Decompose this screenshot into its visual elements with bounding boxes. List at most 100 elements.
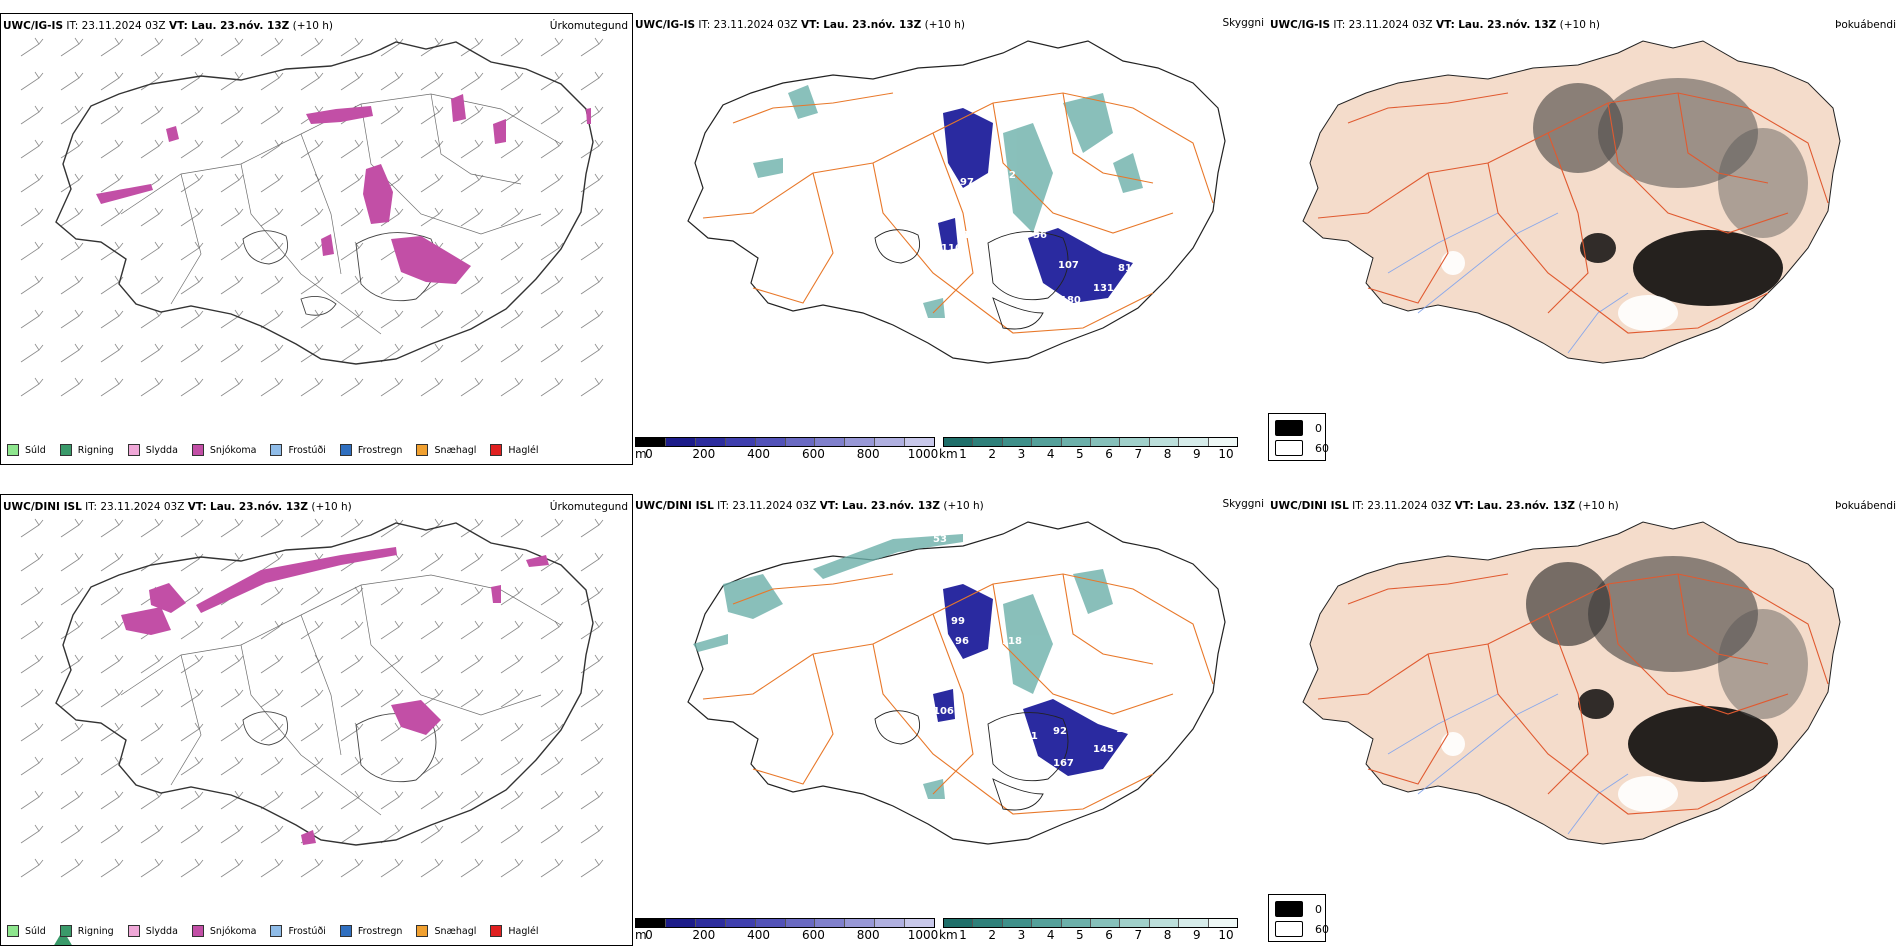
wind-barb (580, 756, 604, 776)
iceland-coastline (55, 41, 594, 365)
vis-km-unit: km (939, 447, 958, 461)
wind-barb (220, 71, 244, 91)
wind-barb (60, 71, 84, 91)
wind-barb (220, 207, 244, 227)
vis-value: 81 (1118, 263, 1132, 274)
wind-barb (140, 824, 164, 844)
wind-barb (500, 824, 524, 844)
wind-barb (100, 722, 124, 742)
wind-barb (60, 790, 84, 810)
wind-barb (540, 858, 564, 878)
wind-barb (100, 552, 124, 572)
wind-barb (60, 688, 84, 708)
wind-barb (580, 518, 604, 538)
colorbar-tick: 5 (1076, 447, 1084, 461)
wind-barb (100, 790, 124, 810)
fog-dark-areas (1441, 556, 1808, 812)
wind-barb (380, 139, 404, 159)
wind-barb (220, 275, 244, 295)
vt-label: VT: (168, 20, 188, 32)
vt-value: Lau. 23.nóv. 13Z (823, 19, 922, 31)
colorbar-tick: 200 (692, 447, 716, 461)
wind-barb (300, 722, 324, 742)
colorbar-tick: 10 (1218, 928, 1234, 942)
colorbar-segment (1002, 438, 1033, 446)
wind-barb (180, 139, 204, 159)
wind-barb (60, 173, 84, 193)
wind-barb (300, 654, 324, 674)
wind-barb (60, 756, 84, 776)
it-label: IT: (85, 501, 98, 513)
wind-barb (100, 241, 124, 261)
wind-barb (580, 552, 604, 572)
wind-barb (220, 688, 244, 708)
wind-barb (340, 207, 364, 227)
model-name: UWC/IG-IS (1270, 19, 1331, 31)
wind-barb (60, 620, 84, 640)
wind-barb (500, 139, 524, 159)
fog-panel-row1: UWC/IG-IS IT: 23.11.2024 03Z VT: Lau. 23… (1268, 13, 1900, 465)
wind-barb (140, 722, 164, 742)
fog-panel-row2: UWC/DINI ISL IT: 23.11.2024 03Z VT: Lau.… (1268, 494, 1900, 946)
panel-header: UWC/DINI ISL IT: 23.11.2024 03Z VT: Lau.… (635, 500, 984, 512)
wind-barb (300, 790, 324, 810)
it-label: IT: (698, 19, 711, 31)
vt-label: VT: (1435, 19, 1455, 31)
colorbar-segment (845, 438, 876, 446)
vis-value: 53 (1033, 691, 1047, 702)
legend-item: Rigning (59, 925, 114, 937)
legend-item: Frostúði (270, 925, 326, 937)
wind-barb (580, 586, 604, 606)
legend-swatch (490, 444, 503, 456)
wind-barb (140, 207, 164, 227)
vt-label: VT: (800, 19, 820, 31)
fog-area (1598, 78, 1758, 188)
model-name: UWC/DINI ISL (1270, 500, 1349, 512)
wind-barb (500, 105, 524, 125)
wind-barb (180, 71, 204, 91)
colorbar-segment (875, 919, 906, 927)
colorbar-segment (785, 438, 816, 446)
wind-barb (300, 586, 324, 606)
vis-value: 142 (995, 170, 1016, 181)
precip-legend: Súld Rigning Slydda Snjókoma Frostúði Fr… (7, 925, 539, 937)
colorbar-segment (1208, 919, 1238, 927)
wind-barb (300, 858, 324, 878)
wind-barb (260, 139, 284, 159)
wind-barb (260, 586, 284, 606)
panel-title: Úrkomutegund (549, 20, 628, 32)
wind-barb (580, 654, 604, 674)
wind-barb (220, 37, 244, 57)
wind-barb (180, 586, 204, 606)
wind-barb (220, 377, 244, 397)
vis-value: 18 (1008, 636, 1022, 647)
wind-barb (100, 586, 124, 606)
wind-barb (380, 620, 404, 640)
snow-areas (121, 547, 549, 845)
vis-value: 92 (1053, 726, 1067, 737)
wind-barb (20, 552, 44, 572)
colorbar-segment (665, 919, 696, 927)
wind-barb (140, 654, 164, 674)
wind-barb (260, 722, 284, 742)
wind-barb (380, 824, 404, 844)
precip-type-map-row2 (20, 518, 604, 945)
it-label: IT: (66, 20, 79, 32)
wind-barbs (20, 37, 604, 397)
legend-label: Frostregn (357, 925, 403, 937)
wind-barb (60, 824, 84, 844)
colorbar-segment (1032, 919, 1062, 927)
legend-label: Súld (25, 444, 46, 456)
legend-swatch (127, 925, 140, 937)
wind-barb (260, 275, 284, 295)
wind-barb (540, 139, 564, 159)
wind-barb (420, 552, 444, 572)
wind-barb (60, 654, 84, 674)
road-network (1317, 573, 1829, 815)
wind-barb (460, 139, 484, 159)
wind-barb (500, 518, 524, 538)
wind-barb (180, 275, 204, 295)
legend-swatch (127, 444, 140, 456)
vt-value: Lau. 23.nóv. 13Z (1458, 19, 1557, 31)
wind-barb (500, 343, 524, 363)
